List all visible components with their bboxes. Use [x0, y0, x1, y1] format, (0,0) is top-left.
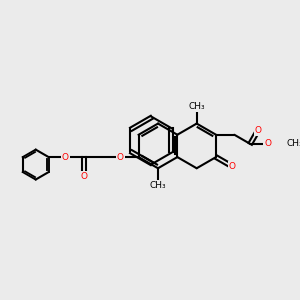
Text: O: O: [62, 153, 69, 162]
Text: O: O: [229, 162, 236, 171]
Text: CH₃: CH₃: [150, 181, 166, 190]
Text: O: O: [264, 140, 271, 148]
Text: O: O: [117, 153, 124, 162]
Text: CH₃: CH₃: [188, 102, 205, 111]
Text: CH₃: CH₃: [286, 140, 300, 148]
Text: O: O: [80, 172, 87, 181]
Text: O: O: [254, 126, 262, 135]
